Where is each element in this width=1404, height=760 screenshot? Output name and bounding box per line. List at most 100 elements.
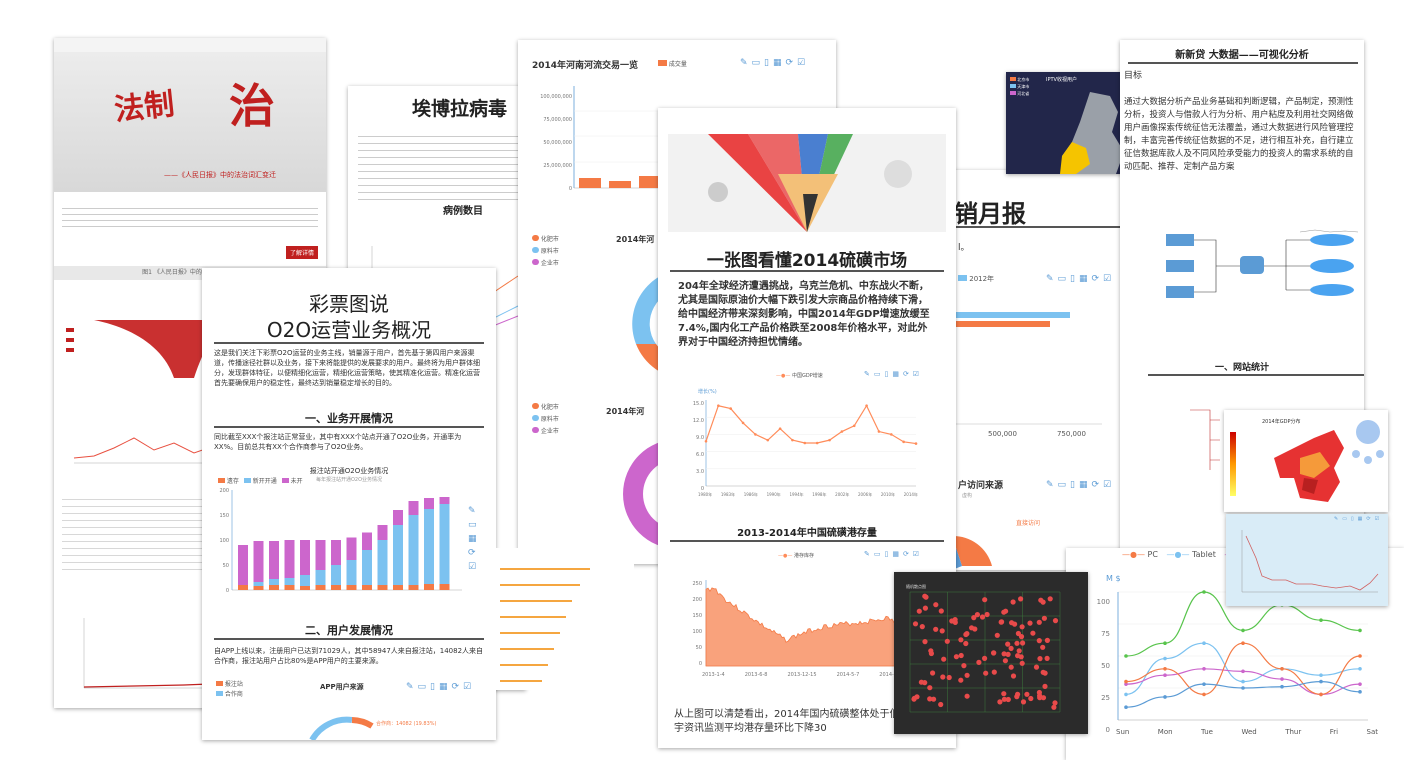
stack-bar-segment	[269, 579, 279, 585]
app-chart-toolbar[interactable]: ✎▭▯▦⟳☑	[406, 682, 476, 692]
ebola-text-block	[358, 130, 518, 200]
scatter-point	[931, 696, 937, 702]
sales-divider	[952, 226, 1142, 228]
weekly-x-ticks: Sun Mon Tue Wed Thur Fri Sat	[1116, 728, 1378, 736]
weekly-point	[1241, 669, 1245, 674]
port-area-chart	[705, 580, 907, 667]
weekly-point	[1241, 641, 1245, 645]
scatter-point	[922, 605, 928, 611]
scatter-point	[1018, 654, 1024, 660]
sales-toolbar[interactable]: ✎▭▯▦⟳☑	[1046, 274, 1116, 284]
stack-bar-segment	[284, 578, 295, 585]
scatter-point	[1036, 689, 1042, 696]
port-y-ticks: 250 200 150 100 50 0	[692, 581, 702, 667]
stack-bar-segment	[253, 582, 264, 586]
scatter-point	[1005, 696, 1011, 703]
scatter-point	[923, 594, 929, 600]
scatter-point	[941, 656, 947, 662]
port-divider	[670, 540, 944, 542]
stack-bar-segment	[439, 504, 450, 584]
weekly-point	[1163, 667, 1167, 671]
scatter-point	[1005, 641, 1011, 647]
weekly-point	[1358, 667, 1362, 671]
lottery-infographic-card[interactable]: 彩票图说 O2O运营业务概况 这是我们关注下彩票O2O运营的业务主线，销量源于用…	[202, 268, 496, 740]
scatter-point	[1038, 597, 1044, 603]
chart-toolbar[interactable]: ✎ ▭ ▦ ⟳ ☑	[468, 506, 481, 572]
stack-bar-segment	[284, 540, 295, 578]
stack-bar-segment	[238, 585, 248, 590]
map-navigation-control[interactable]	[1348, 418, 1388, 468]
lottery-chart-subtitle: 每年报注站开通O2O业务情况	[315, 477, 383, 483]
weekly-point	[1163, 656, 1167, 661]
scatter-point	[938, 701, 944, 708]
scatter-point	[991, 650, 997, 656]
scatter-point	[928, 648, 934, 654]
weekly-point	[1280, 677, 1284, 681]
stack-bar-segment	[300, 586, 310, 590]
weekly-point	[1124, 682, 1128, 686]
gdp-map-card[interactable]: 2014年GDP分布	[1224, 410, 1388, 512]
weekly-point	[1202, 667, 1206, 671]
scatter-point	[999, 619, 1005, 625]
map-title: 2014年GDP分布	[1262, 419, 1301, 425]
weekly-point	[1358, 628, 1362, 633]
gdp-y-ticks: 15.0 12.0 9.0 6.0 3.0 0	[692, 401, 704, 492]
scatter-chart-card[interactable]: 随机散点图	[894, 572, 1088, 734]
stack-bar-segment	[424, 509, 434, 584]
weekly-point	[1358, 654, 1362, 658]
scatter-point	[1019, 660, 1025, 666]
weekly-point	[1124, 654, 1128, 658]
scatter-point	[1024, 691, 1030, 697]
gdp-point	[791, 438, 794, 442]
lottery-section-1: 一、业务开展情况	[305, 412, 393, 425]
sales-bar-chart	[952, 312, 1102, 425]
scatter-point	[969, 625, 975, 631]
stack-bar-segment	[408, 585, 419, 590]
scatter-point	[946, 674, 952, 681]
small-line-chart-card[interactable]: ✎▭▯▦⟳☑	[1226, 514, 1388, 606]
small-chart-toolbar[interactable]: ✎▭▯▦⟳☑	[1334, 516, 1384, 522]
scatter-point	[958, 652, 964, 659]
sulfur-infographic-card[interactable]: 一张图看懂2014硫磺市场 204年全球经济遭遇挑战，乌克兰危机、中东战火不断，…	[658, 108, 956, 748]
scatter-point	[944, 638, 950, 644]
stack-y-tick: 50	[223, 563, 229, 569]
gdp-point	[778, 427, 782, 430]
scatter-point	[1010, 673, 1017, 679]
weekly-point	[1319, 679, 1323, 684]
scatter-plot	[909, 591, 1061, 713]
scatter-point	[1042, 683, 1048, 689]
scatter-point	[983, 670, 989, 676]
weekly-point	[1358, 690, 1362, 694]
sales-report-card[interactable]: 销月报 l。 2012年 ✎▭▯▦⟳☑ 500,000 750,000 户访问来源…	[952, 170, 1142, 570]
trade-y-axis: 100,000,000 75,000,000 50,000,000 25,000,00…	[540, 94, 572, 192]
weekly-point	[1319, 692, 1323, 697]
weekly-point	[1124, 679, 1128, 684]
weekly-point	[1163, 673, 1167, 677]
scatter-point	[1005, 651, 1011, 657]
scatter-point	[1001, 696, 1007, 702]
scatter-point	[922, 680, 928, 686]
gdp-legend: —●— 中国GDP增速	[776, 373, 823, 379]
sulfur-bottom-text: 从上图可以清楚看出，2014年国内硫磺整体处于低位，据中宇资讯监测平均港存量环比…	[674, 709, 940, 734]
scatter-point	[1052, 700, 1058, 706]
sulfur-text: 204年全球经济遭遇挑战，乌克兰危机、中东战火不断，尤其是国际原油价大幅下跌引发…	[678, 281, 930, 348]
gdp-toolbar[interactable]: ✎▭▯▦⟳☑	[864, 370, 924, 378]
gdp-point	[902, 440, 905, 444]
scatter-point	[1041, 615, 1047, 621]
scatter-point	[1027, 620, 1033, 626]
trade-toolbar[interactable]: ✎▭▯▦⟳☑	[740, 58, 810, 68]
gdp-x-ticks: 1980年 1983年 1986年 1990年 1994年 1998年 2002年 2006年…	[698, 492, 918, 497]
sales-source-toolbar[interactable]: ✎▭▯▦⟳☑	[1046, 480, 1116, 490]
scatter-point	[1001, 651, 1007, 657]
stack-bar-segment	[424, 584, 434, 590]
stack-bar-segment	[238, 545, 248, 585]
iptv-map-card[interactable]: 北京市 天津市 河北省 IPTV收视用户	[1006, 72, 1126, 174]
port-toolbar[interactable]: ✎▭▯▦⟳☑	[864, 550, 924, 558]
legal-detail-button[interactable]: 了解详情	[285, 246, 318, 259]
stack-bar-segment	[253, 586, 264, 590]
trade-hbar-panel	[494, 548, 634, 690]
stack-y-tick: 150	[219, 513, 229, 519]
sales-x-ticks: 500,000 750,000	[988, 430, 1086, 438]
stack-bar-segment	[346, 560, 357, 585]
stack-y-tick: 200	[219, 488, 229, 494]
